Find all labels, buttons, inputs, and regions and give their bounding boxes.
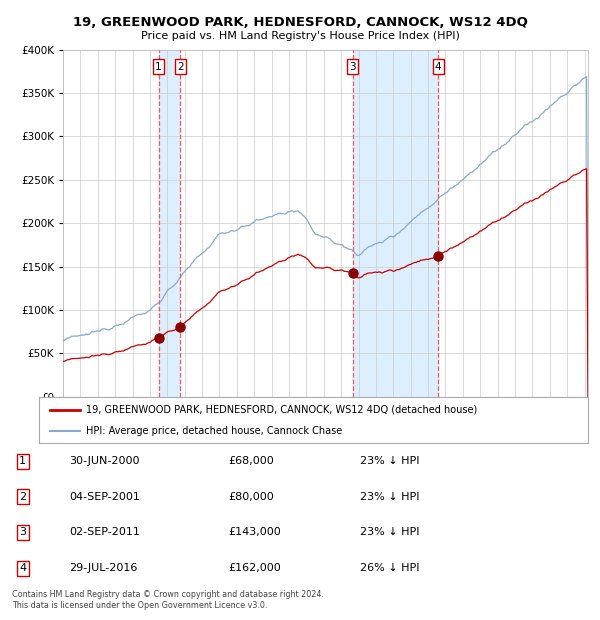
Text: 23% ↓ HPI: 23% ↓ HPI <box>360 528 419 538</box>
Text: £162,000: £162,000 <box>228 563 281 573</box>
Text: 29-JUL-2016: 29-JUL-2016 <box>69 563 137 573</box>
Text: 02-SEP-2011: 02-SEP-2011 <box>69 528 140 538</box>
Text: 3: 3 <box>349 62 356 72</box>
Text: 30-JUN-2000: 30-JUN-2000 <box>69 456 139 466</box>
Text: 19, GREENWOOD PARK, HEDNESFORD, CANNOCK, WS12 4DQ (detached house): 19, GREENWOOD PARK, HEDNESFORD, CANNOCK,… <box>86 405 477 415</box>
Text: 2: 2 <box>177 62 184 72</box>
Bar <box>158 50 181 397</box>
Text: 26% ↓ HPI: 26% ↓ HPI <box>360 563 419 573</box>
Text: 3: 3 <box>19 528 26 538</box>
Text: Contains HM Land Registry data © Crown copyright and database right 2024.
This d: Contains HM Land Registry data © Crown c… <box>12 590 324 609</box>
Text: £143,000: £143,000 <box>228 528 281 538</box>
Text: 23% ↓ HPI: 23% ↓ HPI <box>360 492 419 502</box>
Text: 4: 4 <box>19 563 26 573</box>
Text: 1: 1 <box>155 62 162 72</box>
Text: 19, GREENWOOD PARK, HEDNESFORD, CANNOCK, WS12 4DQ: 19, GREENWOOD PARK, HEDNESFORD, CANNOCK,… <box>73 16 527 29</box>
Bar <box>353 50 438 397</box>
Text: £68,000: £68,000 <box>228 456 274 466</box>
Text: HPI: Average price, detached house, Cannock Chase: HPI: Average price, detached house, Cann… <box>86 426 342 436</box>
Text: 04-SEP-2001: 04-SEP-2001 <box>69 492 140 502</box>
Text: 23% ↓ HPI: 23% ↓ HPI <box>360 456 419 466</box>
Text: Price paid vs. HM Land Registry's House Price Index (HPI): Price paid vs. HM Land Registry's House … <box>140 31 460 41</box>
Text: 1: 1 <box>19 456 26 466</box>
Text: 2: 2 <box>19 492 26 502</box>
Text: 4: 4 <box>435 62 442 72</box>
Text: £80,000: £80,000 <box>228 492 274 502</box>
